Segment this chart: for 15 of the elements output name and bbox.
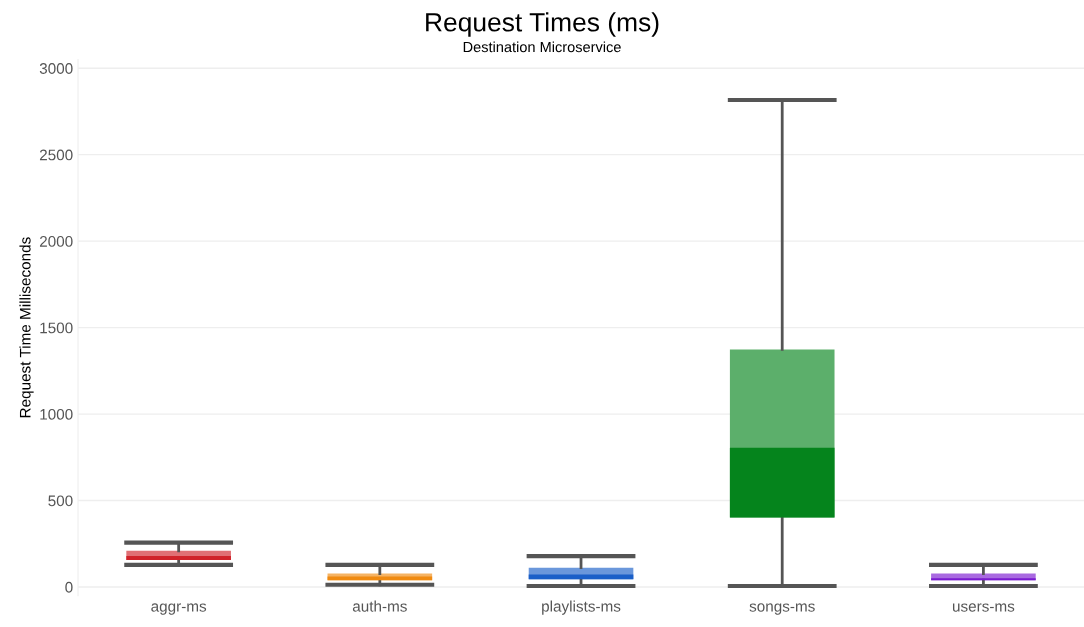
y-tick-label: 1500	[40, 322, 73, 334]
chart-title: Request Times (ms)	[426, 12, 659, 37]
x-tick-label: users-ms	[952, 603, 1015, 612]
y-tick-label: 2500	[39, 149, 73, 161]
y-tick-label: 500	[48, 495, 73, 507]
y-tick-label: 3000	[39, 63, 73, 74]
y-axis-title: Request Time Milliseconds	[19, 237, 34, 418]
x-tick-label: songs-ms	[749, 603, 815, 615]
chart-subtitle: Destination Microservice	[463, 41, 621, 53]
y-tick-label: 0	[65, 581, 73, 593]
x-tick-label: auth-ms	[352, 600, 407, 612]
y-tick-label: 1000	[40, 408, 73, 420]
x-tick-label: aggr-ms	[151, 603, 207, 615]
x-tick-label: playlists-ms	[542, 600, 621, 615]
y-tick-label: 2000	[39, 236, 73, 247]
